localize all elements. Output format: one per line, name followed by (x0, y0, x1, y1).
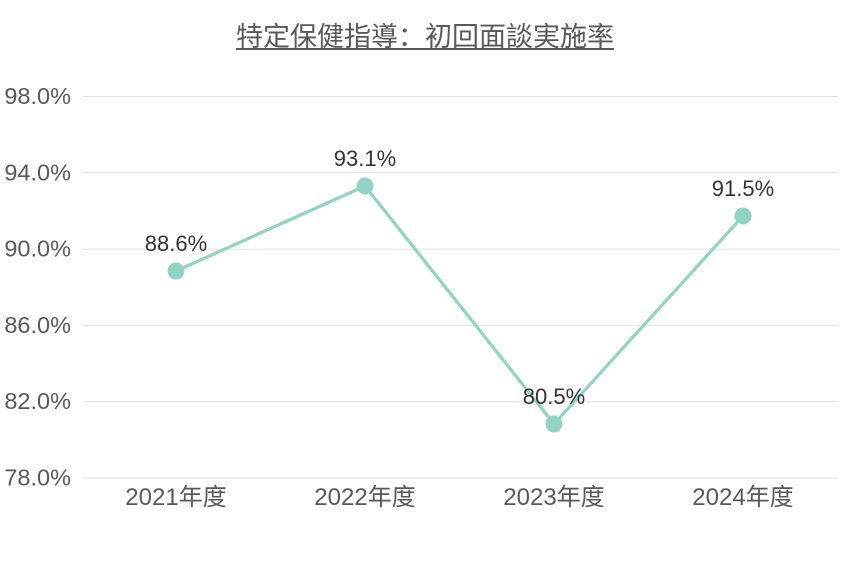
svg-text:91.5%: 91.5% (712, 176, 774, 201)
svg-text:2023年度: 2023年度 (503, 484, 604, 511)
svg-text:88.6%: 88.6% (145, 231, 207, 256)
svg-text:2024年度: 2024年度 (692, 484, 793, 511)
svg-text:90.0%: 90.0% (4, 236, 71, 262)
svg-text:86.0%: 86.0% (4, 312, 71, 338)
svg-text:82.0%: 82.0% (4, 388, 71, 414)
svg-text:2021年度: 2021年度 (125, 484, 226, 511)
svg-text:2022年度: 2022年度 (314, 484, 415, 511)
svg-text:80.5%: 80.5% (523, 384, 585, 409)
svg-text:94.0%: 94.0% (4, 159, 71, 185)
svg-text:98.0%: 98.0% (4, 83, 71, 109)
svg-text:93.1%: 93.1% (334, 146, 396, 171)
svg-text:78.0%: 78.0% (4, 465, 71, 491)
